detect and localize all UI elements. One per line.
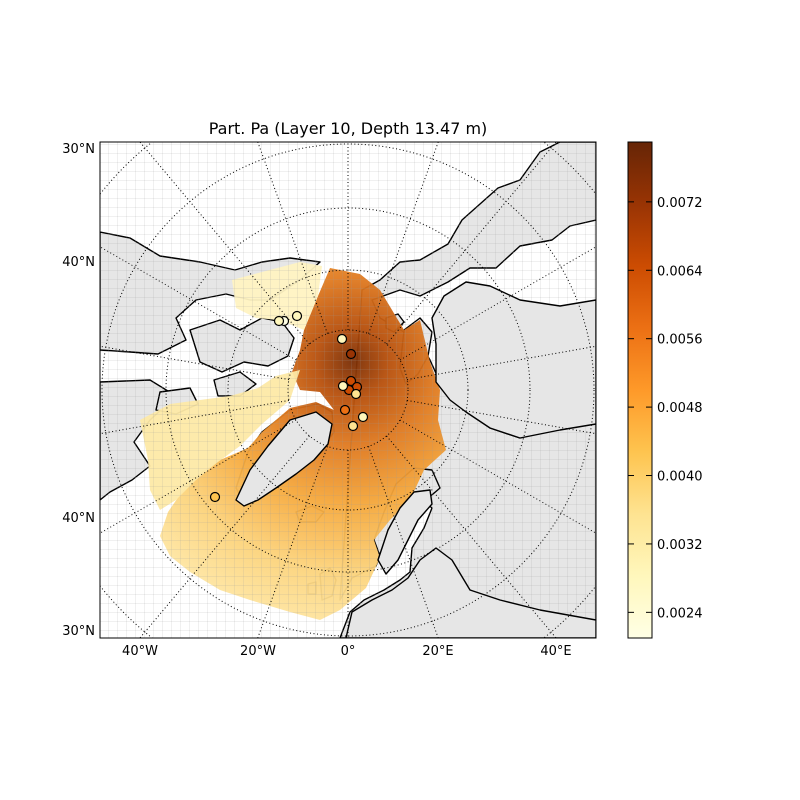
colorbar-gradient	[627, 141, 653, 639]
lon-label-40e: 40°E	[540, 644, 571, 659]
lon-label-0: 0°	[341, 644, 356, 659]
graticule-meridian	[100, 419, 297, 534]
observation-marker	[357, 411, 369, 423]
lat-label-lower: 40°N	[62, 511, 95, 526]
colorbar-tick-label: 0.0056	[657, 333, 703, 348]
lon-labels: 40°W 20°W 0° 20°E 40°E	[122, 644, 572, 659]
observation-marker	[347, 420, 359, 432]
lon-label-20e: 20°E	[422, 644, 453, 659]
map-axes	[100, 142, 596, 638]
graticule-meridian	[407, 399, 596, 435]
graticule-meridian	[139, 142, 310, 345]
graticule-meridian	[100, 345, 289, 381]
observation-marker	[291, 310, 303, 322]
land-overlay	[235, 281, 596, 638]
map-title: Part. Pa (Layer 10, Depth 13.47 m)	[209, 119, 488, 138]
lat-label-top: 30°N	[62, 142, 95, 157]
colorbar-tick-label: 0.0048	[657, 401, 703, 416]
graticule-lat-80	[287, 329, 409, 451]
observation-marker	[273, 315, 285, 327]
observation-marker	[209, 491, 221, 503]
graticule-meridian	[368, 142, 439, 334]
colorbar-tick-label: 0.0064	[657, 264, 703, 279]
graticule-meridian	[386, 435, 557, 638]
graticule	[100, 142, 596, 638]
observation-marker	[336, 333, 348, 345]
lat-label-upper: 40°N	[62, 255, 95, 270]
graticule-meridian	[386, 142, 557, 345]
lon-label-20w: 20°W	[240, 644, 276, 659]
observation-marker	[337, 380, 349, 392]
colorbar-ticks: 0.0024 0.0032 0.0040 0.0048 0.0056 0.0064 0.00…	[628, 196, 703, 621]
colorbar: 0.0024 0.0032 0.0040 0.0048 0.0056 0.0064 0.00…	[627, 141, 703, 639]
graticule-meridian	[100, 399, 289, 435]
lon-label-40w: 40°W	[122, 644, 158, 659]
graticule-meridian	[368, 446, 439, 638]
lat-labels: 30°N 40°N 40°N 30°N	[62, 142, 95, 639]
graticule-meridian	[100, 246, 297, 361]
colorbar-tick-label: 0.0032	[657, 538, 703, 553]
graticule-meridian	[399, 246, 596, 361]
land-scandinavia-top	[377, 489, 433, 575]
graticule-meridian	[407, 345, 596, 381]
graticule-meridian	[399, 419, 596, 534]
colorbar-tick-label: 0.0072	[657, 196, 703, 211]
graticule-meridians	[100, 142, 596, 638]
graticule-lat-60	[165, 207, 531, 573]
land-greenland-top	[235, 411, 333, 507]
graticule-lat-70	[227, 269, 469, 511]
colorbar-tick-label: 0.0040	[657, 470, 703, 485]
lat-label-bottom: 30°N	[62, 624, 95, 639]
axes-frame	[99, 141, 597, 639]
observation-marker	[339, 404, 351, 416]
graticule-meridian	[257, 142, 328, 334]
land-europe-top	[345, 547, 596, 638]
observation-markers	[209, 310, 369, 503]
graticule-meridian	[257, 446, 328, 638]
observation-marker	[345, 348, 357, 360]
observation-marker	[350, 388, 362, 400]
colorbar-tick-label: 0.0024	[657, 606, 703, 621]
graticule-meridian	[139, 435, 310, 638]
